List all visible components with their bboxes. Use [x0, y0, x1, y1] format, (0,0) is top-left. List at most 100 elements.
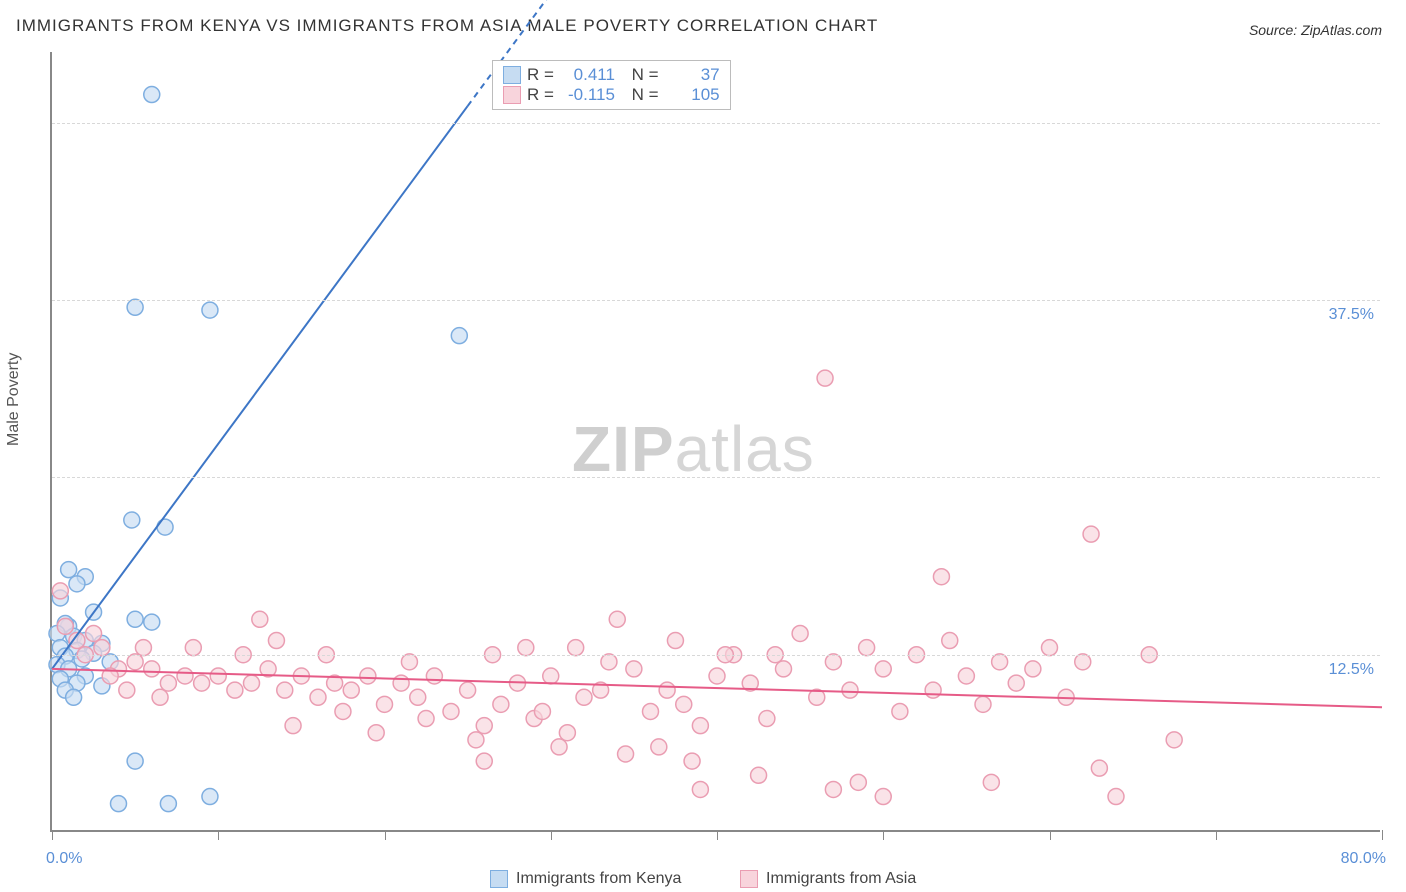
- data-point-asia: [460, 682, 476, 698]
- legend-asia: Immigrants from Asia: [740, 870, 916, 888]
- data-point-asia: [252, 611, 268, 627]
- y-tick-label: 37.5%: [1329, 306, 1374, 324]
- x-tick-0: 0.0%: [46, 850, 82, 868]
- data-point-kenya: [144, 87, 160, 103]
- data-point-asia: [817, 370, 833, 386]
- stats-r-value-asia: -0.115: [560, 85, 615, 105]
- data-point-asia: [568, 640, 584, 656]
- data-point-asia: [933, 569, 949, 585]
- source-attribution: Source: ZipAtlas.com: [1249, 22, 1382, 38]
- gridline-h: [52, 655, 1380, 656]
- data-point-asia: [268, 633, 284, 649]
- data-point-asia: [992, 654, 1008, 670]
- data-point-asia: [127, 654, 143, 670]
- data-point-asia: [194, 675, 210, 691]
- data-point-asia: [310, 689, 326, 705]
- data-point-kenya: [124, 512, 140, 528]
- data-point-kenya: [202, 302, 218, 318]
- data-point-asia: [875, 661, 891, 677]
- gridline-h: [52, 300, 1380, 301]
- data-point-asia: [410, 689, 426, 705]
- data-point-kenya: [127, 753, 143, 769]
- data-point-kenya: [451, 328, 467, 344]
- stats-legend-box: R = 0.411 N = 37 R = -0.115 N = 105: [492, 60, 731, 110]
- stats-r-value-kenya: 0.411: [560, 65, 615, 85]
- data-point-kenya: [127, 299, 143, 315]
- data-point-asia: [850, 774, 866, 790]
- data-point-asia: [543, 668, 559, 684]
- stats-r-label: R =: [527, 85, 554, 105]
- data-point-asia: [942, 633, 958, 649]
- data-point-asia: [751, 767, 767, 783]
- data-point-kenya: [69, 576, 85, 592]
- data-point-asia: [776, 661, 792, 677]
- data-point-asia: [626, 661, 642, 677]
- x-tick-mark: [218, 830, 219, 840]
- data-point-asia: [393, 675, 409, 691]
- legend-swatch-asia: [740, 870, 758, 888]
- data-point-asia: [576, 689, 592, 705]
- data-point-asia: [958, 668, 974, 684]
- data-point-asia: [343, 682, 359, 698]
- x-tick-mark: [1216, 830, 1217, 840]
- data-point-asia: [925, 682, 941, 698]
- stats-row-kenya: R = 0.411 N = 37: [503, 65, 720, 85]
- legend-label-kenya: Immigrants from Kenya: [516, 870, 681, 888]
- data-point-kenya: [160, 796, 176, 812]
- data-point-asia: [875, 789, 891, 805]
- legend-label-asia: Immigrants from Asia: [766, 870, 916, 888]
- data-point-asia: [859, 640, 875, 656]
- x-tick-mark: [1050, 830, 1051, 840]
- trend-line-kenya: [52, 106, 468, 669]
- data-point-asia: [676, 696, 692, 712]
- x-tick-mark: [385, 830, 386, 840]
- stats-r-label: R =: [527, 65, 554, 85]
- data-point-asia: [534, 703, 550, 719]
- data-point-asia: [825, 654, 841, 670]
- data-point-asia: [1166, 732, 1182, 748]
- data-point-asia: [842, 682, 858, 698]
- x-tick-mark: [883, 830, 884, 840]
- data-point-asia: [759, 711, 775, 727]
- data-point-asia: [185, 640, 201, 656]
- data-point-asia: [551, 739, 567, 755]
- data-point-asia: [277, 682, 293, 698]
- x-tick-80: 80.0%: [1341, 850, 1386, 868]
- legend-swatch-kenya: [490, 870, 508, 888]
- data-point-asia: [692, 781, 708, 797]
- data-point-asia: [1091, 760, 1107, 776]
- data-point-asia: [1025, 661, 1041, 677]
- data-point-asia: [52, 583, 68, 599]
- data-point-asia: [476, 718, 492, 734]
- data-point-kenya: [127, 611, 143, 627]
- data-point-asia: [443, 703, 459, 719]
- data-point-asia: [601, 654, 617, 670]
- stats-n-value-kenya: 37: [665, 65, 720, 85]
- data-point-asia: [518, 640, 534, 656]
- data-point-asia: [667, 633, 683, 649]
- data-point-asia: [360, 668, 376, 684]
- data-point-asia: [57, 618, 73, 634]
- chart-svg: [52, 52, 1380, 830]
- data-point-asia: [659, 682, 675, 698]
- data-point-asia: [144, 661, 160, 677]
- data-point-asia: [618, 746, 634, 762]
- data-point-asia: [426, 668, 442, 684]
- stats-n-label: N =: [632, 65, 659, 85]
- data-point-asia: [609, 611, 625, 627]
- data-point-asia: [468, 732, 484, 748]
- data-point-asia: [94, 640, 110, 656]
- data-point-asia: [368, 725, 384, 741]
- x-tick-mark: [52, 830, 53, 840]
- data-point-asia: [651, 739, 667, 755]
- gridline-h: [52, 123, 1380, 124]
- x-tick-mark: [717, 830, 718, 840]
- chart-container: IMMIGRANTS FROM KENYA VS IMMIGRANTS FROM…: [0, 0, 1406, 892]
- data-point-asia: [493, 696, 509, 712]
- data-point-asia: [476, 753, 492, 769]
- data-point-asia: [892, 703, 908, 719]
- data-point-asia: [210, 668, 226, 684]
- data-point-asia: [1108, 789, 1124, 805]
- stats-n-label: N =: [632, 85, 659, 105]
- data-point-asia: [643, 703, 659, 719]
